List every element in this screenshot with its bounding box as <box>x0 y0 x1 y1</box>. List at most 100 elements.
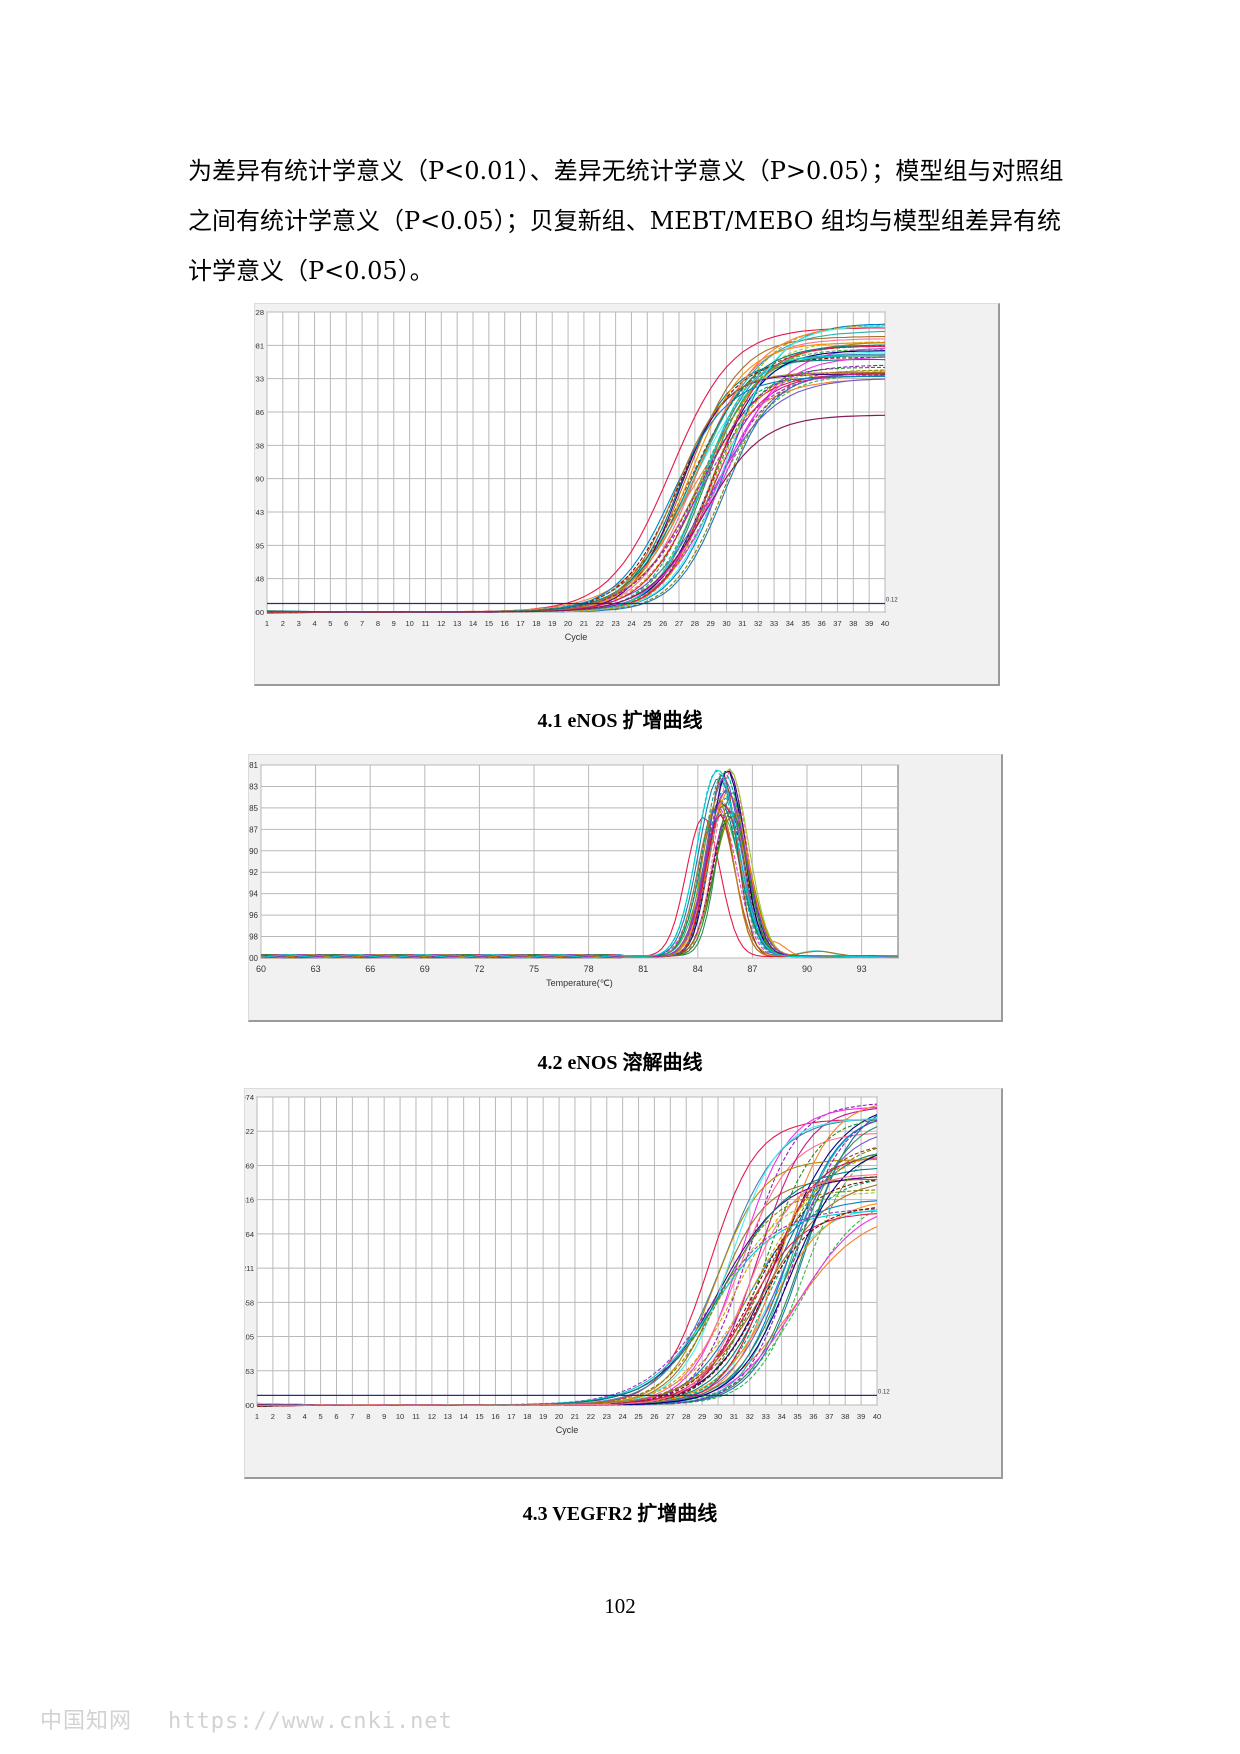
x-tick-label: 33 <box>762 1412 770 1421</box>
y-tick-label: 1.06658 <box>245 1298 254 1307</box>
x-tick-label: 22 <box>587 1412 595 1421</box>
x-tick-label: 11 <box>422 619 430 628</box>
x-tick-label: 30 <box>722 619 730 628</box>
amplification-curves <box>266 323 886 614</box>
x-tick-label: 1 <box>255 1412 259 1421</box>
y-tick-label: 3.13981 <box>255 341 264 350</box>
plot-area <box>266 311 886 613</box>
body-paragraph: 为差异有统计学意义（P<0.01）、差异无统计学意义（P>0.05）；模型组与对… <box>188 146 1068 296</box>
watermark-logo: 中国知网 <box>40 1709 133 1734</box>
x-tick-label: 20 <box>564 619 572 628</box>
x-tick-label: 27 <box>675 619 683 628</box>
y-tick-label: 2.74733 <box>255 375 264 384</box>
enos-melt-figure: 60 63 66 69 72 75 78 81 84 87 90 93 0.00000 0.14598 0.… <box>248 754 1003 1022</box>
y-tick-label: 0.71105 <box>245 1333 254 1342</box>
x-tick-label: 2 <box>281 619 285 628</box>
x-tick-label: 17 <box>507 1412 515 1421</box>
y-tick-label: 0.35553 <box>245 1367 254 1376</box>
vegfr2-amplification-figure: 1 2 3 4 5 6 7 8 9 10 11 12 13 14 15 16 17 18 19 20 21 22 23 24 2… <box>244 1088 1003 1479</box>
x-tick-label: 21 <box>580 619 588 628</box>
x-tick-label: 12 <box>437 619 445 628</box>
amplification-curves <box>256 1103 878 1408</box>
x-tick-label: 31 <box>730 1412 738 1421</box>
x-tick-label: 26 <box>650 1412 658 1421</box>
x-tick-label: 12 <box>428 1412 436 1421</box>
x-tick-label: 5 <box>319 1412 323 1421</box>
x-tick-label: 33 <box>770 619 778 628</box>
y-tick-label: 0.00000 <box>255 608 264 617</box>
x-tick-label: 90 <box>802 964 812 974</box>
x-tick-label: 40 <box>873 1412 881 1421</box>
paragraph-line: 之间有统计学意义（P<0.05）；贝复新组、MEBT/MEBO 组均与模型组差异… <box>188 207 1061 235</box>
x-tick-label: 29 <box>707 619 715 628</box>
x-tick-label: 39 <box>857 1412 865 1421</box>
x-tick-label: 16 <box>491 1412 499 1421</box>
x-tick-label: 14 <box>459 1412 467 1421</box>
y-tick-label: 1.02185 <box>249 804 259 813</box>
x-tick-label: 18 <box>532 619 540 628</box>
y-tick-label: 0.00000 <box>249 954 259 963</box>
plot-area <box>260 764 899 959</box>
y-tick-label: 1.56990 <box>255 475 264 484</box>
y-tick-label: 2.35486 <box>255 408 264 417</box>
x-tick-label: 69 <box>420 964 430 974</box>
x-tick-label: 9 <box>392 619 396 628</box>
amplification-curve <box>267 414 886 613</box>
x-tick-label: 15 <box>475 1412 483 1421</box>
cnki-watermark: 中国知网 https://www.cnki.net <box>40 1703 453 1735</box>
x-tick-label: 32 <box>746 1412 754 1421</box>
y-tick-label: 0.00000 <box>245 1401 254 1410</box>
x-tick-label: 28 <box>682 1412 690 1421</box>
x-tick-label: 6 <box>334 1412 338 1421</box>
x-tick-label: 7 <box>360 619 364 628</box>
figure-caption: 4.3 VEGFR2 扩增曲线 <box>522 1503 718 1525</box>
x-tick-label: 23 <box>611 619 619 628</box>
x-tick-label: 36 <box>817 619 825 628</box>
x-tick-label: 26 <box>659 619 667 628</box>
y-tick-label: 1.16783 <box>249 782 259 791</box>
amplification-curve <box>256 1173 878 1406</box>
x-tick-label: 15 <box>485 619 493 628</box>
figure-caption: 4.1 eNOS 扩增曲线 <box>537 710 703 732</box>
x-tick-label: 19 <box>548 619 556 628</box>
x-tick-label: 14 <box>469 619 477 628</box>
x-tick-label: 25 <box>634 1412 642 1421</box>
y-tick-label: 0.87587 <box>249 825 259 834</box>
x-tick-label: 35 <box>793 1412 801 1421</box>
y-tick-label: 0.72990 <box>249 847 259 856</box>
melt-curve <box>260 769 898 959</box>
y-tick-label: 0.39248 <box>255 575 264 584</box>
melt-curve <box>260 789 899 959</box>
x-tick-label: 11 <box>412 1412 420 1421</box>
x-tick-label: 34 <box>777 1412 785 1421</box>
x-tick-label: 78 <box>584 964 594 974</box>
x-tick-label: 2 <box>271 1412 275 1421</box>
x-tick-label: 36 <box>809 1412 817 1421</box>
x-tick-label: 3 <box>297 619 301 628</box>
enos-melt-chart: 60 63 66 69 72 75 78 81 84 87 90 93 0.00000 0.14598 0.… <box>249 761 899 988</box>
x-axis-label: Cycle <box>565 632 588 642</box>
y-tick-label: 1.42211 <box>245 1264 254 1273</box>
x-tick-label: 66 <box>365 964 375 974</box>
x-tick-label: 29 <box>698 1412 706 1421</box>
x-tick-label: 4 <box>312 619 316 628</box>
x-tick-label: 16 <box>501 619 509 628</box>
enos-amplification-chart: 1 2 3 4 5 6 7 8 9 10 11 12 13 14 15 16 17 18 19 20 21 22 23 24 2… <box>255 308 898 642</box>
x-tick-label: 38 <box>849 619 857 628</box>
x-tick-label: 19 <box>539 1412 547 1421</box>
page-number: 102 <box>604 1594 636 1618</box>
x-tick-label: 40 <box>881 619 889 628</box>
x-tick-label: 25 <box>643 619 651 628</box>
y-tick-label: 1.17743 <box>255 508 264 517</box>
melt-curves <box>260 767 899 959</box>
x-tick-label: 39 <box>865 619 873 628</box>
x-tick-label: 13 <box>453 619 461 628</box>
x-tick-label: 23 <box>603 1412 611 1421</box>
x-tick-label: 10 <box>405 619 413 628</box>
x-tick-label: 31 <box>738 619 746 628</box>
x-tick-label: 93 <box>857 964 867 974</box>
x-tick-label: 72 <box>474 964 484 974</box>
vegfr2-amplification-chart: 1 2 3 4 5 6 7 8 9 10 11 12 13 14 15 16 17 18 19 20 21 22 23 24 2… <box>245 1093 890 1435</box>
x-tick-label: 30 <box>714 1412 722 1421</box>
enos-amplification-figure: 1 2 3 4 5 6 7 8 9 10 11 12 13 14 15 16 17 18 19 20 21 22 23 24 2… <box>254 303 1000 686</box>
